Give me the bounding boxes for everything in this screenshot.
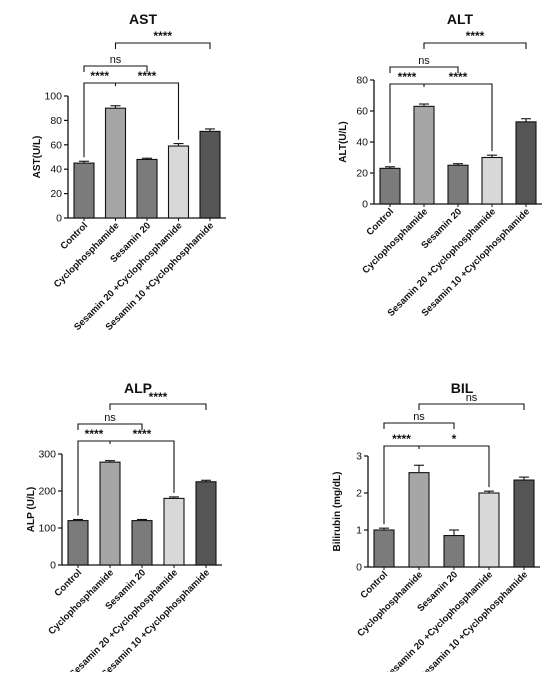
bar — [199, 130, 221, 219]
chart-panel-alt: ALT 0 20 40 60 80 ALT(U/L) ControlCyclophospham… — [338, 11, 542, 319]
significance-bracket — [114, 42, 211, 49]
bar — [163, 497, 185, 566]
significance-label: * — [452, 432, 457, 446]
bar — [99, 461, 121, 566]
significance-bracket — [424, 83, 493, 152]
bar — [513, 479, 535, 568]
bar — [373, 529, 395, 568]
x-tick-label: Control — [358, 569, 390, 601]
bar — [515, 121, 537, 205]
bar — [481, 156, 503, 205]
y-axis-label: AST(U/L) — [32, 136, 43, 179]
x-tick-label: Control — [58, 220, 90, 252]
significance-bracket — [110, 440, 175, 493]
significance-label: **** — [133, 427, 152, 441]
x-tick-label: Control — [364, 206, 396, 238]
bar — [104, 107, 127, 219]
significance-label: **** — [90, 69, 109, 83]
significance-bracket — [83, 82, 117, 158]
y-tick-label: 20 — [50, 188, 62, 200]
y-tick-label: 0 — [362, 199, 368, 211]
significance-bracket — [419, 445, 490, 488]
bar — [131, 520, 153, 566]
y-tick-label: 80 — [50, 115, 62, 127]
y-tick-label: 2 — [356, 488, 362, 500]
y-tick-label: 0 — [50, 560, 56, 572]
y-tick-label: 40 — [50, 164, 62, 176]
significance-label: **** — [398, 70, 417, 84]
significance-label: ns — [466, 392, 478, 404]
significance-label: ns — [413, 411, 425, 423]
significance-label: **** — [449, 70, 468, 84]
y-tick-label: 3 — [356, 451, 362, 463]
chart-title: ALP — [124, 380, 152, 396]
x-tick-label: Control — [52, 567, 84, 599]
bar — [413, 105, 435, 205]
x-tick-label: Cyclophosphamide — [360, 206, 430, 276]
significance-label: **** — [466, 29, 485, 43]
bar — [167, 145, 190, 219]
significance-label: ns — [104, 412, 116, 424]
significance-bracket — [77, 423, 143, 430]
y-tick-label: 60 — [50, 139, 62, 151]
significance-label: **** — [392, 432, 411, 446]
significance-bracket — [83, 65, 148, 72]
bar — [67, 520, 89, 566]
bar — [443, 534, 465, 568]
significance-label: **** — [149, 390, 168, 404]
y-tick-label: 0 — [356, 562, 362, 574]
y-axis-label: ALT(U/L) — [338, 121, 349, 162]
significance-bracket — [109, 403, 207, 410]
y-tick-label: 100 — [38, 523, 56, 535]
bar — [447, 164, 469, 205]
chart-title: BIL — [451, 380, 474, 396]
bar — [195, 481, 217, 566]
significance-bracket — [383, 445, 420, 525]
significance-bracket — [389, 83, 425, 163]
bar — [478, 492, 500, 568]
significance-label: **** — [153, 29, 172, 43]
y-tick-label: 80 — [356, 75, 368, 87]
y-tick-label: 40 — [356, 137, 368, 149]
y-tick-label: 300 — [38, 449, 56, 461]
y-tick-label: 1 — [356, 525, 362, 537]
significance-label: **** — [138, 69, 157, 83]
significance-label: ns — [418, 55, 430, 67]
significance-bracket — [77, 440, 111, 516]
x-tick-label: Cyclophosphamide — [355, 569, 425, 639]
significance-bracket — [423, 42, 527, 49]
y-axis-label: ALP (U/L) — [26, 487, 37, 532]
significance-label: ns — [110, 54, 122, 66]
chart-panel-bil: BIL 0 1 2 3 Bilirubin (mg/dL) ControlCyclophos… — [332, 380, 540, 677]
bar — [408, 472, 430, 568]
y-axis-label: Bilirubin (mg/dL) — [332, 472, 343, 552]
y-tick-label: 200 — [38, 486, 56, 498]
y-tick-label: 20 — [356, 168, 368, 180]
bar — [379, 167, 401, 205]
bar — [136, 158, 158, 219]
significance-bracket — [383, 422, 455, 429]
significance-bracket — [418, 403, 525, 410]
y-tick-label: 0 — [56, 213, 62, 225]
chart-title: AST — [129, 11, 157, 27]
y-tick-label: 60 — [356, 106, 368, 118]
y-tick-label: 100 — [44, 91, 62, 103]
significance-bracket — [389, 66, 459, 73]
chart-panel-ast: AST020406080100AST(U/L)ControlCyclophosp… — [32, 11, 226, 333]
significance-label: **** — [85, 427, 104, 441]
chart-title: ALT — [447, 11, 474, 27]
bar — [73, 162, 95, 219]
significance-bracket — [115, 82, 180, 140]
